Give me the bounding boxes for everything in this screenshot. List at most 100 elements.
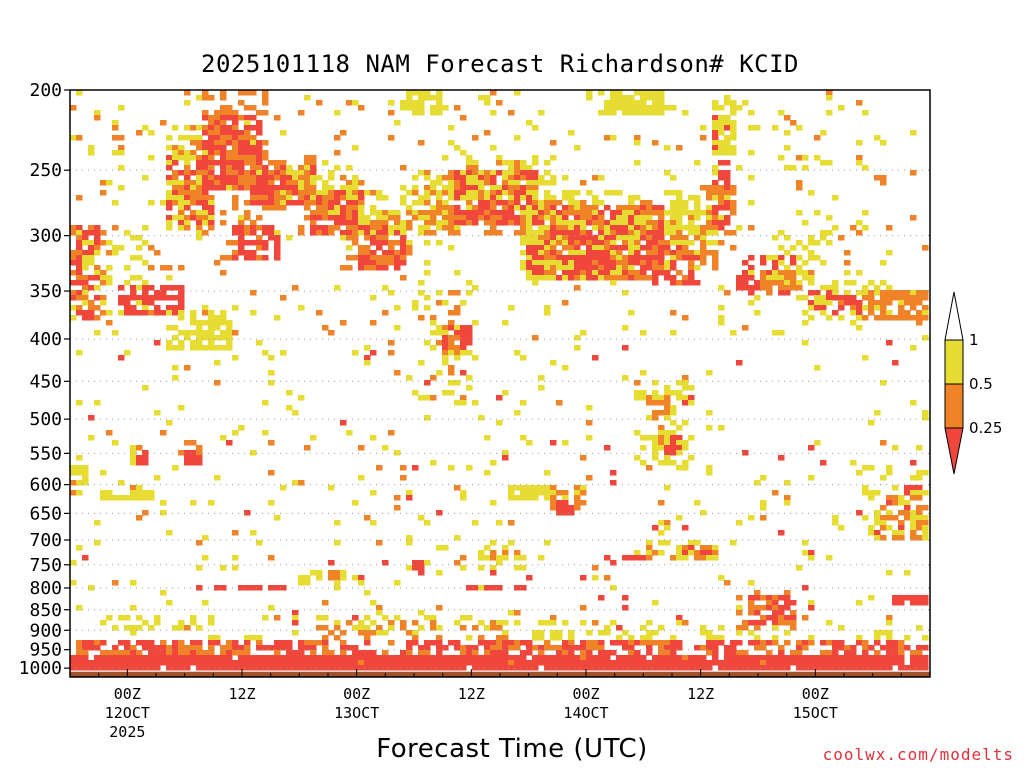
ri-cell-yellow (736, 105, 743, 111)
ri-cell-red (610, 265, 617, 271)
ri-cell-orange (910, 300, 917, 306)
ri-cell-yellow (334, 210, 341, 216)
ri-cell-red (784, 600, 791, 606)
ri-cell-yellow (394, 305, 401, 311)
ri-cell-red (724, 205, 731, 211)
ri-cell-yellow (916, 445, 923, 451)
ri-cell-orange (604, 575, 611, 581)
ri-cell-red (550, 235, 557, 241)
ri-cell-yellow (214, 345, 221, 351)
ri-cell-orange (760, 280, 767, 286)
ri-cell-orange (142, 510, 149, 516)
ri-cell-red (280, 185, 287, 191)
ri-cell-red (328, 215, 335, 221)
ri-cell-yellow (832, 195, 839, 201)
ri-cell-red (814, 660, 821, 666)
ri-cell-red (556, 255, 563, 261)
ri-cell-orange (76, 295, 83, 301)
ri-cell-red (154, 305, 161, 311)
ri-cell-yellow (706, 555, 713, 561)
ri-cell-orange (406, 210, 413, 216)
ri-cell-red (196, 660, 203, 666)
ri-cell-red (190, 655, 197, 661)
ri-cell-yellow (676, 515, 683, 521)
ri-cell-red (268, 235, 275, 241)
ri-cell-red (256, 200, 263, 206)
ri-cell-red (178, 290, 185, 296)
y-tick-label: 600 (29, 475, 62, 496)
ri-cell-yellow (508, 195, 515, 201)
ri-cell-orange (850, 225, 857, 231)
ri-cell-orange (340, 630, 347, 636)
ri-cell-orange (430, 230, 437, 236)
ri-cell-yellow (130, 445, 137, 451)
ri-cell-orange (448, 310, 455, 316)
ri-cell-yellow (130, 255, 137, 261)
ri-cell-red (670, 250, 677, 256)
ri-cell-red (346, 660, 353, 666)
ri-cell-yellow (178, 200, 185, 206)
credit-link[interactable]: coolwx.com/modelts (822, 745, 1014, 764)
ri-cell-orange (202, 110, 209, 116)
ri-cell-orange (412, 620, 419, 626)
ri-cell-red (832, 310, 839, 316)
ri-cell-orange (658, 265, 665, 271)
ri-cell-orange (640, 275, 647, 281)
ri-cell-yellow (814, 255, 821, 261)
ri-cell-yellow (178, 145, 185, 151)
ri-cell-yellow (502, 320, 509, 326)
ri-cell-orange (922, 295, 929, 301)
ri-cell-red (178, 170, 185, 176)
ri-cell-red (634, 655, 641, 661)
ri-cell-orange (664, 400, 671, 406)
ri-cell-yellow (676, 190, 683, 196)
ri-cell-yellow (82, 240, 89, 246)
ri-cell-yellow (628, 95, 635, 101)
ri-cell-orange (724, 190, 731, 196)
ri-cell-red (190, 455, 197, 461)
ri-cell-yellow (460, 300, 467, 306)
ri-cell-red (166, 215, 173, 221)
ri-cell-red (220, 175, 227, 181)
ri-cell-red (544, 665, 551, 671)
ri-cell-yellow (712, 230, 719, 236)
ri-cell-yellow (172, 150, 179, 156)
ri-cell-yellow (82, 475, 89, 481)
ri-cell-yellow (700, 125, 707, 131)
ri-cell-red (178, 295, 185, 301)
ri-cell-red (586, 250, 593, 256)
ri-cell-yellow (550, 180, 557, 186)
ri-cell-yellow (778, 155, 785, 161)
ri-cell-orange (304, 640, 311, 646)
ri-cell-red (664, 275, 671, 281)
ri-cell-orange (616, 275, 623, 281)
ri-cell-red (514, 665, 521, 671)
ri-cell-red (574, 225, 581, 231)
ri-cell-orange (856, 155, 863, 161)
ri-cell-red (238, 230, 245, 236)
ri-cell-yellow (196, 95, 203, 101)
ri-cell-yellow (634, 160, 641, 166)
ri-cell-red (442, 645, 449, 651)
ri-cell-red (202, 165, 209, 171)
ri-cell-yellow (376, 215, 383, 221)
ri-cell-yellow (538, 555, 545, 561)
ri-cell-red (130, 650, 137, 656)
ri-cell-red (754, 610, 761, 616)
ri-cell-yellow (862, 305, 869, 311)
ri-cell-red (820, 665, 827, 671)
ri-cell-orange (178, 210, 185, 216)
ri-cell-red (490, 195, 497, 201)
ri-cell-red (754, 280, 761, 286)
ri-cell-red (310, 665, 317, 671)
ri-cell-red (196, 165, 203, 171)
ri-cell-red (292, 650, 299, 656)
ri-cell-orange (226, 150, 233, 156)
ri-cell-orange (706, 250, 713, 256)
ri-cell-orange (604, 135, 611, 141)
ri-cell-red (502, 655, 509, 661)
ri-cell-orange (226, 165, 233, 171)
ri-cell-orange (334, 625, 341, 631)
ri-cell-red (814, 665, 821, 671)
ri-cell-red (916, 645, 923, 651)
